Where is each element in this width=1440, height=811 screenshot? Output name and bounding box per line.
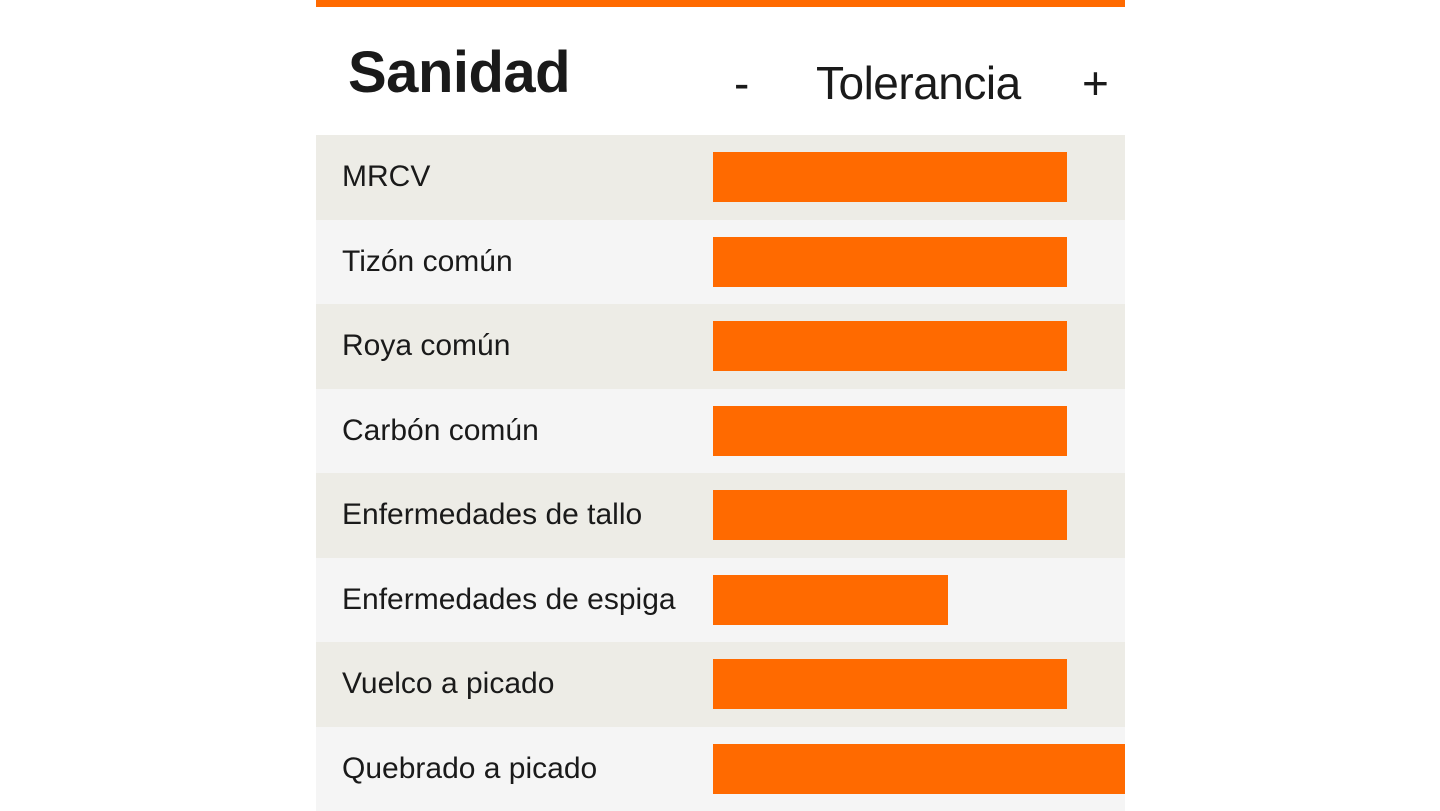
tolerance-bar <box>713 237 1067 287</box>
top-accent-rule <box>316 0 1125 7</box>
scale-max-symbol: + <box>1082 60 1109 106</box>
tolerance-bar <box>713 152 1067 202</box>
category-label: Enfermedades de tallo <box>342 473 642 558</box>
category-label: MRCV <box>342 135 430 220</box>
table-row: MRCV <box>316 135 1125 220</box>
table-row: Vuelco a picado <box>316 642 1125 727</box>
table-row: Enfermedades de tallo <box>316 473 1125 558</box>
tolerance-bar <box>713 744 1125 794</box>
tolerance-bar <box>713 659 1067 709</box>
table-row: Enfermedades de espiga <box>316 558 1125 643</box>
scale-min-symbol: - <box>734 60 749 106</box>
tolerance-bar <box>713 321 1067 371</box>
tolerance-bar <box>713 406 1067 456</box>
category-label: Carbón común <box>342 389 539 474</box>
tolerance-bar <box>713 575 948 625</box>
tolerance-bar <box>713 490 1067 540</box>
table-row: Tizón común <box>316 220 1125 305</box>
category-label: Vuelco a picado <box>342 642 554 727</box>
category-label: Tizón común <box>342 220 513 305</box>
category-label: Roya común <box>342 304 510 389</box>
table-row: Quebrado a picado <box>316 727 1125 811</box>
chart-title: Sanidad <box>348 44 570 102</box>
category-label: Enfermedades de espiga <box>342 558 676 643</box>
table-row: Carbón común <box>316 389 1125 474</box>
table-row: Roya común <box>316 304 1125 389</box>
category-label: Quebrado a picado <box>342 727 597 811</box>
scale-label: Tolerancia <box>816 60 1021 106</box>
